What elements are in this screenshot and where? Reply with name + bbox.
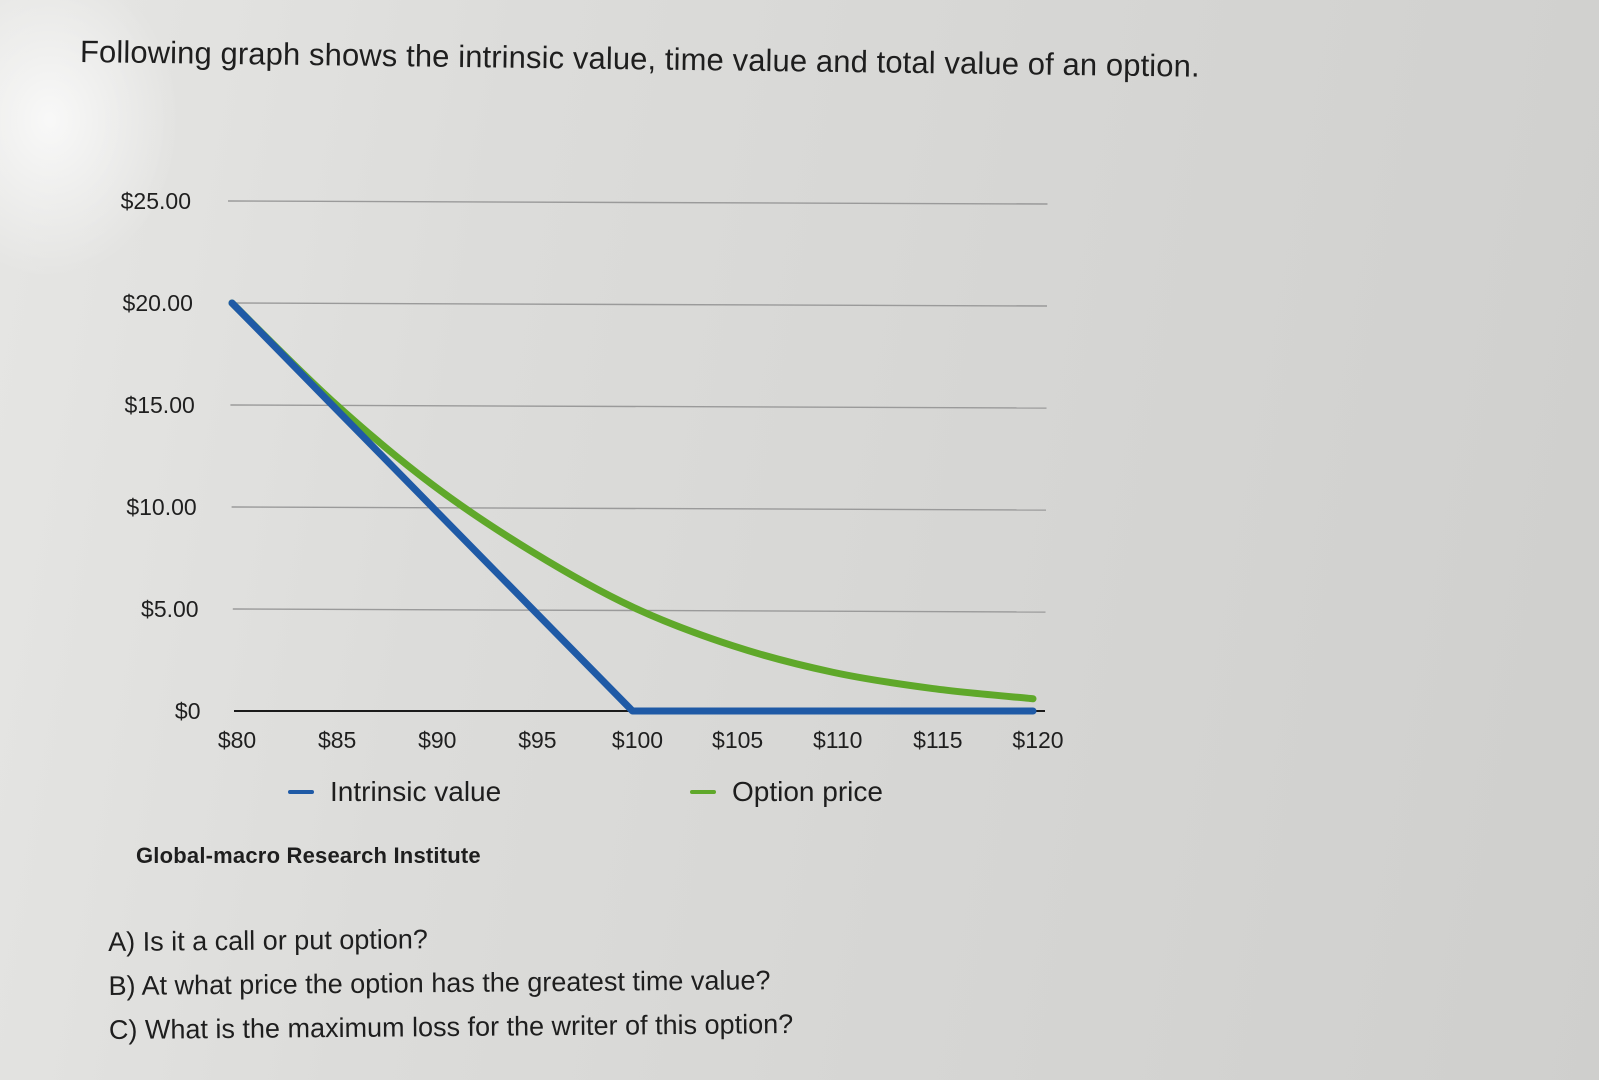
legend-label-intrinsic: Intrinsic value <box>330 776 502 807</box>
x-tick-label: $80 <box>218 727 256 753</box>
question-a: A) Is it a call or put option? <box>108 924 428 957</box>
legend-label-option: Option price <box>732 776 883 807</box>
gridline <box>227 200 1048 205</box>
question-b: B) At what price the option has the grea… <box>108 965 771 1001</box>
y-tick-label: $0 <box>175 698 201 724</box>
y-tick-label: $25.00 <box>121 188 191 214</box>
option-value-chart: $0 $5.00 $10.00 $15.00 $20.00 $25.00 $80 $85 $90… <box>121 188 1064 753</box>
gridline <box>231 506 1047 511</box>
x-tick-label: $100 <box>612 727 663 753</box>
gridline <box>229 302 1048 307</box>
legend-item-option-price: Option price <box>690 776 883 808</box>
legend-swatch-option <box>690 790 716 794</box>
y-tick-label: $5.00 <box>141 596 199 622</box>
chart-source: Global-macro Research Institute <box>136 843 481 868</box>
x-tick-label: $120 <box>1012 727 1063 753</box>
y-tick-label: $20.00 <box>123 290 193 316</box>
y-tick-label: $15.00 <box>124 392 194 418</box>
series-intrinsic-value-line <box>228 299 1037 715</box>
gridline <box>230 404 1047 409</box>
question-list: A) Is it a call or put option? B) At wha… <box>108 914 793 1052</box>
x-tick-label: $105 <box>712 727 763 753</box>
legend-swatch-intrinsic <box>288 790 314 794</box>
legend-item-intrinsic-value: Intrinsic value <box>288 776 501 808</box>
x-tick-label: $95 <box>518 727 556 753</box>
x-tick-label: $90 <box>418 727 456 753</box>
x-tick-label: $115 <box>913 727 962 753</box>
y-tick-label: $10.00 <box>126 494 196 520</box>
x-tick-label: $110 <box>813 727 862 753</box>
x-tick-label: $85 <box>318 727 356 753</box>
chart-canvas: $0 $5.00 $10.00 $15.00 $20.00 $25.00 $80 $85 $90… <box>121 188 1064 753</box>
question-c: C) What is the maximum loss for the writ… <box>108 1009 794 1045</box>
series-option-price-line <box>228 299 1037 703</box>
